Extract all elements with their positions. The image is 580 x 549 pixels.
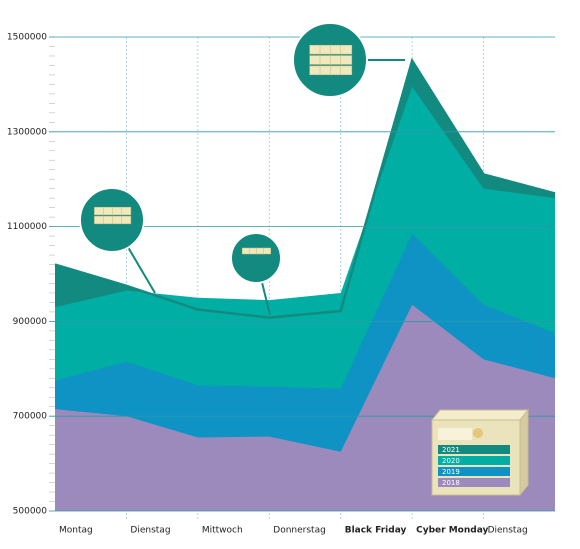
package — [112, 206, 123, 216]
package — [242, 247, 250, 255]
area — [55, 304, 555, 511]
package — [121, 215, 132, 225]
package — [319, 65, 332, 76]
legend-label: 2020 — [442, 457, 460, 465]
x-tick-label: Black Friday — [345, 526, 407, 536]
package — [249, 247, 257, 255]
package — [330, 44, 342, 55]
x-tick-label: Montag — [59, 526, 93, 536]
legend-label: 2021 — [442, 446, 460, 454]
package — [103, 206, 114, 216]
bubble — [230, 232, 282, 284]
y-tick-label: 900000 — [13, 317, 48, 327]
package — [330, 65, 342, 76]
legend-label: 2019 — [442, 468, 460, 476]
x-tick-label: Mittwoch — [202, 526, 243, 536]
y-tick-label: 700000 — [13, 412, 48, 422]
series-line — [54, 57, 556, 319]
y-tick-label: 500000 — [13, 507, 48, 517]
package — [112, 215, 123, 225]
package — [319, 55, 332, 65]
legend-swatch — [438, 478, 510, 487]
legend-box-dot — [473, 428, 483, 438]
legend-swatch — [438, 456, 510, 465]
legend-swatch — [438, 467, 510, 476]
y-tick-label: 1500000 — [7, 33, 47, 43]
package — [94, 215, 105, 225]
package — [256, 247, 264, 255]
package — [121, 206, 132, 216]
package — [309, 65, 321, 76]
x-tick-label: Donnerstag — [273, 526, 326, 536]
package — [263, 247, 271, 255]
x-tick-label: Dienstag — [130, 526, 170, 536]
legend-box-side — [519, 408, 529, 497]
legend-label: 2018 — [442, 479, 460, 487]
y-tick-label: 1300000 — [7, 127, 47, 137]
x-tick-label: Dienstag — [488, 526, 528, 536]
x-tick-label: Cyber Monday — [416, 526, 488, 536]
package — [340, 55, 353, 65]
package — [340, 44, 353, 55]
legend-box-top — [430, 409, 530, 421]
package — [340, 65, 353, 76]
package — [330, 55, 342, 65]
package — [309, 44, 321, 55]
package — [103, 215, 114, 225]
legend-swatch — [438, 445, 510, 454]
package — [319, 44, 332, 55]
legend-box-label — [438, 428, 472, 440]
package — [94, 206, 105, 216]
y-tick-label: 1100000 — [7, 222, 47, 232]
legend: 2021 2020 2019 2018 — [430, 408, 530, 497]
package — [309, 55, 321, 65]
